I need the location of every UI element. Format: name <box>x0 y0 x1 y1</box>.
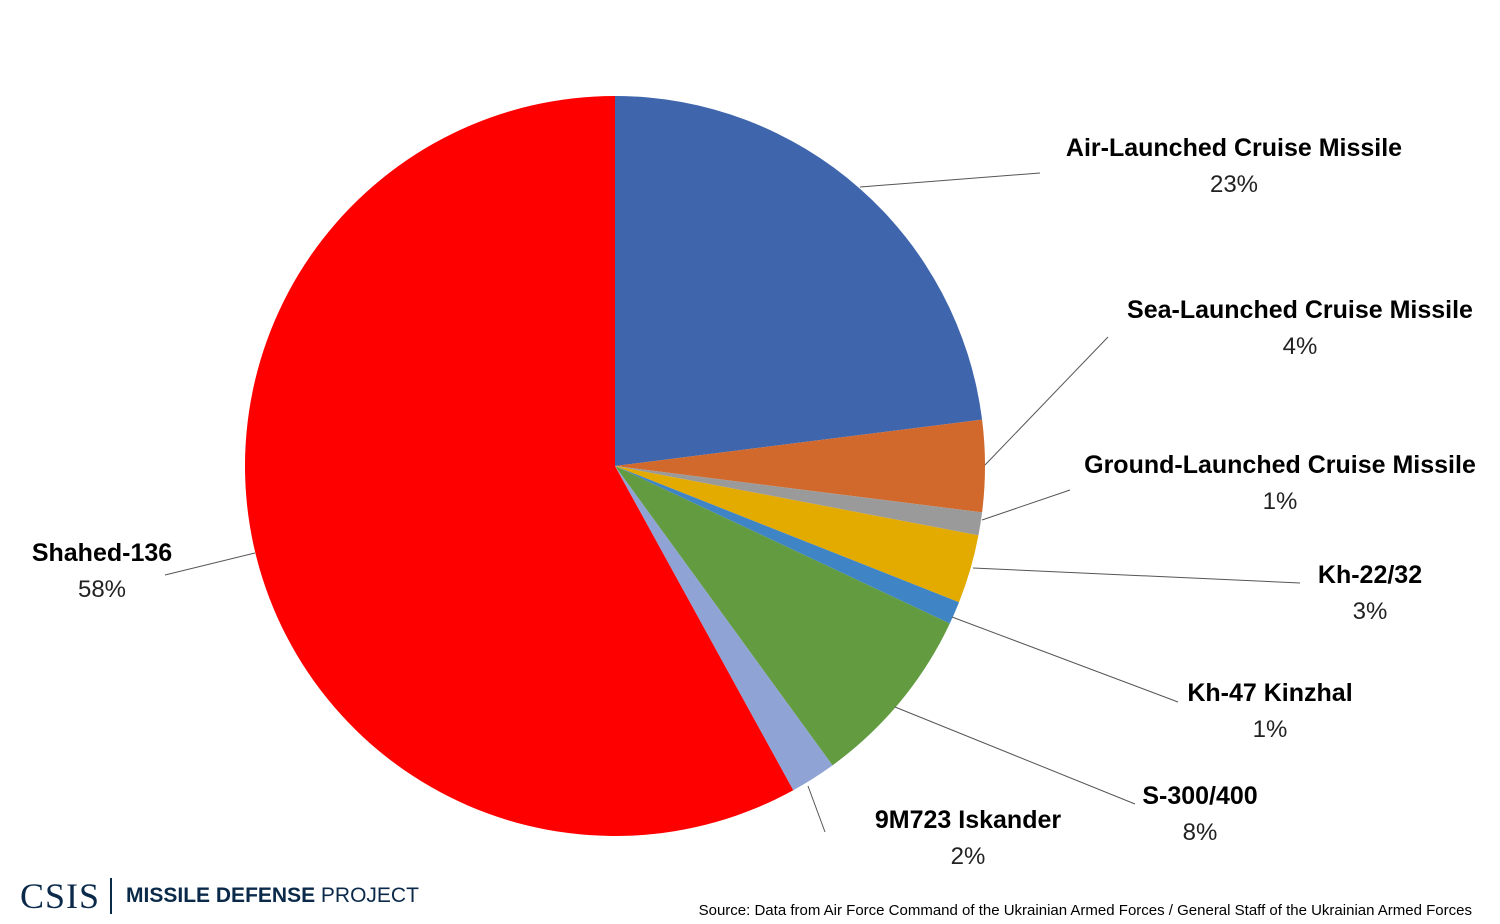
slice-percent: 1% <box>1263 488 1298 515</box>
logo-divider <box>110 878 113 914</box>
slice-percent: 8% <box>1183 819 1218 846</box>
slice-percent: 4% <box>1283 333 1318 360</box>
pie-slice-9m723-iskander <box>615 466 833 791</box>
leader-line <box>894 706 1136 805</box>
leader-line <box>981 489 1071 521</box>
slice-label: Kh-47 Kinzhal <box>1187 679 1352 707</box>
slice-label: S-300/400 <box>1142 782 1257 810</box>
slice-percent: 3% <box>1353 598 1388 625</box>
logo-project-name: MISSILE DEFENSE PROJECT <box>126 884 419 908</box>
pie-slice-kh-22-32 <box>615 466 979 603</box>
slice-label: Ground-Launched Cruise Missile <box>1084 451 1476 479</box>
slice-label: Air-Launched Cruise Missile <box>1066 134 1402 162</box>
slice-label: Sea-Launched Cruise Missile <box>1127 296 1473 324</box>
slice-percent: 2% <box>951 843 986 870</box>
leader-line <box>984 336 1109 466</box>
slice-percent: 23% <box>1210 171 1258 198</box>
slice-label: Kh-22/32 <box>1318 561 1422 589</box>
leader-line <box>951 616 1179 703</box>
leader-line <box>164 552 256 576</box>
pie-slice-s-300-400 <box>615 466 950 766</box>
leader-line <box>807 785 826 833</box>
pie-slice-kh-47-kinzhal <box>615 466 960 624</box>
slice-label: 9M723 Iskander <box>875 806 1061 834</box>
pie-slice-air-launched-cruise-missile <box>615 96 983 466</box>
pie-slice-ground-launched-cruise-missile <box>615 466 983 536</box>
leader-line <box>972 567 1301 584</box>
pie-slice-shahed-136 <box>245 96 794 836</box>
csis-logo: CSIS MISSILE DEFENSE PROJECT <box>20 876 419 916</box>
slice-percent: 1% <box>1253 716 1288 743</box>
leader-line <box>859 172 1041 188</box>
pie-slice-sea-launched-cruise-missile <box>615 419 986 513</box>
slice-label: Shahed-136 <box>32 539 172 567</box>
slice-percent: 58% <box>78 576 126 603</box>
logo-missile-defense-text: MISSILE DEFENSE <box>126 884 316 907</box>
source-note: Source: Data from Air Force Command of t… <box>698 902 1472 919</box>
logo-project-text: PROJECT <box>320 884 419 907</box>
logo-csis-text: CSIS <box>20 876 101 916</box>
